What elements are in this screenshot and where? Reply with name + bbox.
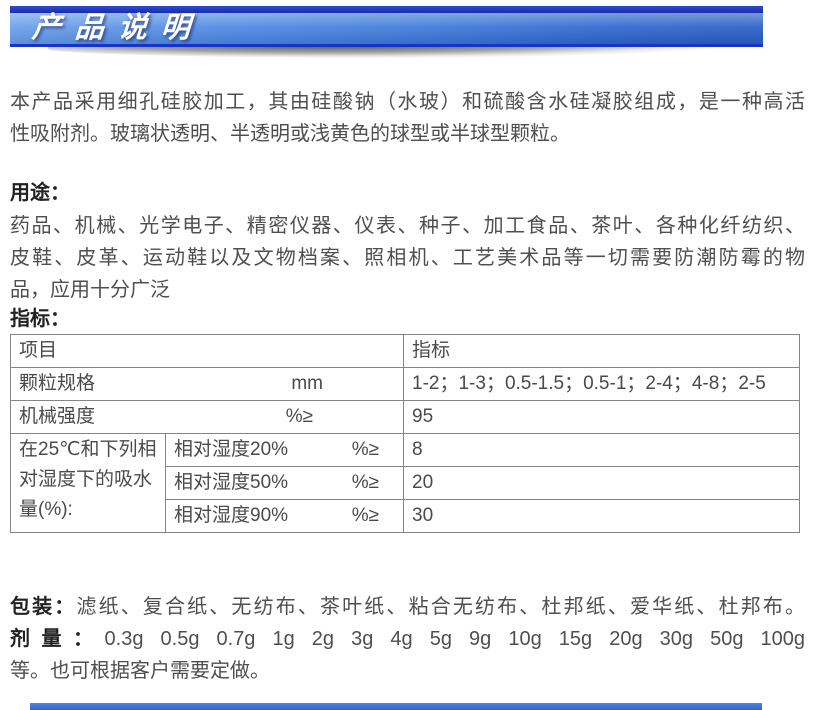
granule-label: 颗粒规格 <box>19 373 96 394</box>
humidity-50-unit: %≥ <box>351 472 380 493</box>
usage-line-2: 皮鞋、皮革、运动鞋以及文物档案、照相机、工艺美术品等一切需要防潮防霉的物 <box>10 247 805 269</box>
table-header-row: 项目 指标 <box>9 334 800 368</box>
cell-strength-item: 机械强度 %≥ <box>9 400 405 434</box>
strength-unit: %≥ <box>285 406 314 427</box>
intro-paragraph: 本产品采用细孔硅胶加工，其由硅酸钠（水玻）和硫酸含水硅凝胶组成，是一种高活 性吸… <box>10 86 805 150</box>
dosage-note: 等。也可根据客户需要定做。 <box>10 660 270 682</box>
specs-heading: 指标： <box>10 308 70 330</box>
banner-top-strip <box>10 6 763 13</box>
dosage-values: 0.3g 0.5g 0.7g 1g 2g 3g 4g 5g 9g 10g 15g… <box>104 628 806 650</box>
packaging-line: 包装：滤纸、复合纸、无纺布、茶叶纸、粘合无纺布、杜邦纸、爱华纸、杜邦布。 <box>10 591 805 623</box>
cell-humidity-20-label: 相对湿度20% %≥ <box>164 433 405 467</box>
granule-unit: mm <box>291 373 324 394</box>
cell-humidity-90-value: 30 <box>403 499 800 533</box>
usage-paragraph: 药品、机械、光学电子、精密仪器、仪表、种子、加工食品、茶叶、各种化纤纺织、 皮鞋… <box>10 210 805 306</box>
cell-granule-value: 1-2；1-3；0.5-1.5；0.5-1；2-4；4-8；2-5 <box>403 367 800 401</box>
table-row-humidity-20: 在25℃和下列相对湿度下的吸水量(%): 相对湿度20% %≥ 8 <box>10 433 800 533</box>
dosage-label: 剂量： <box>10 628 105 650</box>
header-cell-item: 项目 <box>9 334 405 368</box>
usage-line-1: 药品、机械、光学电子、精密仪器、仪表、种子、加工食品、茶叶、各种化纤纺织、 <box>10 215 805 237</box>
cell-strength-value: 95 <box>403 400 800 434</box>
packaging-text: 滤纸、复合纸、无纺布、茶叶纸、粘合无纺布、杜邦纸、爱华纸、杜邦布。 <box>76 596 806 618</box>
usage-line-3: 品，应用十分广泛 <box>10 279 170 301</box>
cell-humidity-20-value: 8 <box>403 433 800 467</box>
page-title: 产品说明 <box>30 12 206 44</box>
humidity-20-label: 相对湿度20% <box>174 439 289 460</box>
table-row-humidity-90: 相对湿度90% %≥ 30 <box>11 499 800 533</box>
dosage-paragraph: 剂量：0.3g 0.5g 0.7g 1g 2g 3g 4g 5g 9g 10g … <box>10 623 805 687</box>
dosage-line-1: 剂量：0.3g 0.5g 0.7g 1g 2g 3g 4g 5g 9g 10g … <box>10 623 805 655</box>
cell-absorption-group-label: 在25℃和下列相对湿度下的吸水量(%): <box>10 433 166 533</box>
cell-humidity-90-label: 相对湿度90% %≥ <box>164 499 405 533</box>
humidity-50-label: 相对湿度50% <box>174 472 289 493</box>
header-cell-indicator: 指标 <box>403 334 800 368</box>
humidity-90-label: 相对湿度90% <box>174 505 289 526</box>
next-section-banner-edge <box>30 703 762 710</box>
banner-body: 产品说明 <box>10 12 763 47</box>
usage-heading: 用途： <box>10 182 70 204</box>
banner-shadow <box>48 47 759 58</box>
specs-table: 项目 指标 颗粒规格 mm 1-2；1-3；0.5-1.5；0.5-1；2-4；… <box>9 334 800 533</box>
table-row-humidity-50: 相对湿度50% %≥ 20 <box>11 466 800 500</box>
intro-line-1: 本产品采用细孔硅胶加工，其由硅酸钠（水玻）和硫酸含水硅凝胶组成，是一种高活 <box>10 91 805 113</box>
cell-granule-item: 颗粒规格 mm <box>9 367 405 401</box>
section-banner: 产品说明 <box>10 6 763 58</box>
strength-label: 机械强度 <box>19 406 96 427</box>
table-row-strength: 机械强度 %≥ 95 <box>9 400 800 434</box>
humidity-20-unit: %≥ <box>351 439 380 460</box>
intro-line-2: 性吸附剂。玻璃状透明、半透明或浅黄色的球型或半球型颗粒。 <box>10 123 570 145</box>
packaging-label: 包装： <box>10 596 77 618</box>
humidity-90-unit: %≥ <box>351 505 380 526</box>
cell-humidity-50-label: 相对湿度50% %≥ <box>164 466 405 500</box>
table-row-granule: 颗粒规格 mm 1-2；1-3；0.5-1.5；0.5-1；2-4；4-8；2-… <box>9 367 800 401</box>
cell-humidity-50-value: 20 <box>403 466 800 500</box>
